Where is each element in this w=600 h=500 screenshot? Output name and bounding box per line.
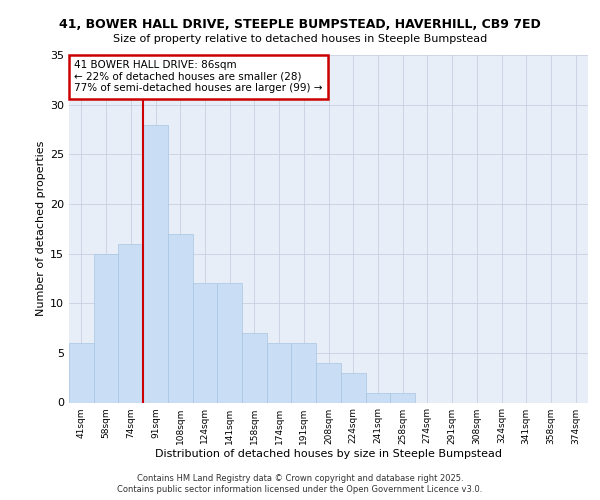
- Bar: [292, 343, 316, 402]
- Y-axis label: Number of detached properties: Number of detached properties: [36, 141, 46, 316]
- Bar: [168, 234, 193, 402]
- Bar: [94, 254, 118, 402]
- Text: Size of property relative to detached houses in Steeple Bumpstead: Size of property relative to detached ho…: [113, 34, 487, 43]
- Bar: [365, 392, 390, 402]
- Text: 41 BOWER HALL DRIVE: 86sqm
← 22% of detached houses are smaller (28)
77% of semi: 41 BOWER HALL DRIVE: 86sqm ← 22% of deta…: [74, 60, 323, 94]
- Bar: [316, 363, 341, 403]
- Bar: [390, 392, 415, 402]
- Text: 41, BOWER HALL DRIVE, STEEPLE BUMPSTEAD, HAVERHILL, CB9 7ED: 41, BOWER HALL DRIVE, STEEPLE BUMPSTEAD,…: [59, 18, 541, 30]
- Text: Contains HM Land Registry data © Crown copyright and database right 2025.
Contai: Contains HM Land Registry data © Crown c…: [118, 474, 482, 494]
- Bar: [242, 333, 267, 402]
- Bar: [69, 343, 94, 402]
- Bar: [217, 284, 242, 403]
- Bar: [118, 244, 143, 402]
- Bar: [341, 372, 365, 402]
- X-axis label: Distribution of detached houses by size in Steeple Bumpstead: Distribution of detached houses by size …: [155, 450, 502, 460]
- Bar: [267, 343, 292, 402]
- Bar: [143, 124, 168, 402]
- Bar: [193, 284, 217, 403]
